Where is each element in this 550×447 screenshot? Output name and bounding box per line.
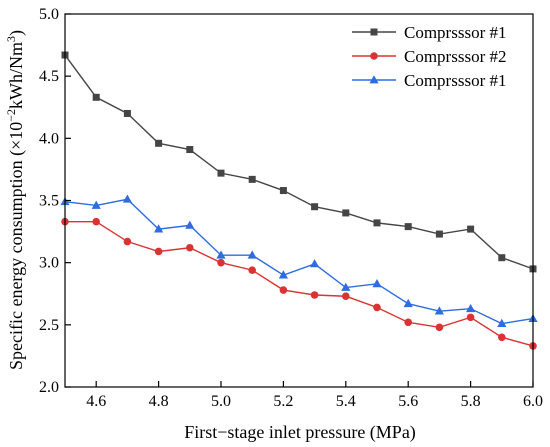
y-axis-title-unit: kWh/Nm xyxy=(6,42,26,109)
series-1-point xyxy=(498,254,506,262)
x-tick-label: 5.8 xyxy=(461,393,481,410)
legend-entry-3: Comprsssor #1 xyxy=(352,71,506,90)
series-3 xyxy=(60,194,538,327)
series-3-point xyxy=(497,318,507,327)
series-1-point xyxy=(342,209,350,217)
series-2-point xyxy=(373,303,381,312)
series-3-point xyxy=(247,250,257,259)
series-3-point xyxy=(185,220,195,229)
y-axis-title-unit-exponent: 3 xyxy=(4,36,18,42)
x-axis-title: First−stage inlet pressure (MPa) xyxy=(184,422,416,443)
y-axis-title: Specific energy consumption (×10−2kWh/Nm… xyxy=(4,30,27,370)
series-2-point xyxy=(154,247,163,256)
series-1-point xyxy=(155,139,163,147)
series-3-line xyxy=(64,198,534,325)
series-2-point xyxy=(310,291,319,299)
series-2-point xyxy=(248,266,256,274)
series-1-point xyxy=(404,223,412,231)
x-tick-label: 4.8 xyxy=(149,393,169,410)
series-3-point xyxy=(434,306,444,315)
series-3-point xyxy=(341,282,351,291)
y-tick-label: 5.0 xyxy=(39,6,59,23)
series-2 xyxy=(61,217,537,350)
series-2-point xyxy=(186,243,194,252)
series-1-point xyxy=(186,146,194,154)
series-2-point xyxy=(123,237,132,246)
series-3-point xyxy=(154,224,164,233)
y-axis-title-close: ) xyxy=(6,30,27,36)
legend-label: Comprsssor #1 xyxy=(404,71,506,90)
y-axis-title-main: Specific energy consumption (×10 xyxy=(6,122,27,370)
series-1-point xyxy=(217,169,225,177)
series-layer xyxy=(60,51,538,350)
series-3-point xyxy=(122,194,132,203)
x-tick-label: 4.6 xyxy=(86,393,106,410)
series-1-point xyxy=(435,230,443,238)
x-tick-label: 5.2 xyxy=(273,393,293,410)
series-1-point xyxy=(123,109,131,117)
series-3-point xyxy=(216,250,226,259)
legend: Comprsssor #1 Comprsssor #2 Comprsssor #1 xyxy=(352,23,506,90)
series-2-point xyxy=(342,292,350,301)
series-2-point xyxy=(404,318,413,327)
y-tick-label: 4.5 xyxy=(39,68,59,85)
series-3-point xyxy=(278,270,288,279)
legend-marker xyxy=(369,75,379,84)
series-2-point xyxy=(217,258,225,267)
y-tick-label: 4.0 xyxy=(39,130,59,147)
series-3-point xyxy=(403,298,413,308)
y-tick-label: 2.5 xyxy=(39,317,59,334)
series-1-point xyxy=(279,187,287,195)
legend-label: Comprsssor #2 xyxy=(404,47,506,66)
x-tick-label: 5.6 xyxy=(398,393,418,410)
series-3-point xyxy=(310,259,320,268)
series-1-point xyxy=(373,219,381,227)
x-tick-label: 6.0 xyxy=(523,393,543,410)
y-tick-label: 3.5 xyxy=(39,193,59,210)
series-3-point xyxy=(91,200,101,209)
series-2-point xyxy=(498,333,506,342)
legend-entry-2: Comprsssor #2 xyxy=(352,47,506,66)
series-3-point xyxy=(372,279,382,288)
legend-label: Comprsssor #1 xyxy=(404,23,506,42)
series-2-point xyxy=(435,323,444,332)
series-2-point xyxy=(466,313,475,322)
series-2-point xyxy=(279,286,288,294)
series-1-point xyxy=(92,93,100,101)
legend-entry-1: Comprsssor #1 xyxy=(352,23,506,42)
y-tick-label: 3.0 xyxy=(39,255,59,272)
series-1-point xyxy=(467,225,475,233)
x-tick-label: 5.4 xyxy=(336,393,356,410)
y-tick-label: 2.0 xyxy=(39,379,59,396)
tick-layer: 4.6 4.8 5.0 5.2 5.4 5.6 5.8 6.0 2.0 2.5 3.0 3.5 4.0 4… xyxy=(39,6,543,410)
series-2-line xyxy=(65,220,534,347)
y-axis-title-exponent: −2 xyxy=(4,109,18,122)
legend-marker xyxy=(370,52,378,60)
series-1-line xyxy=(64,54,534,270)
series-1-point xyxy=(311,203,319,211)
x-tick-label: 5.0 xyxy=(211,393,231,410)
plot-frame xyxy=(64,13,534,388)
series-2-point xyxy=(92,217,100,226)
series-3-point xyxy=(466,303,476,313)
series-1-point xyxy=(248,175,256,183)
legend-marker xyxy=(370,28,378,36)
